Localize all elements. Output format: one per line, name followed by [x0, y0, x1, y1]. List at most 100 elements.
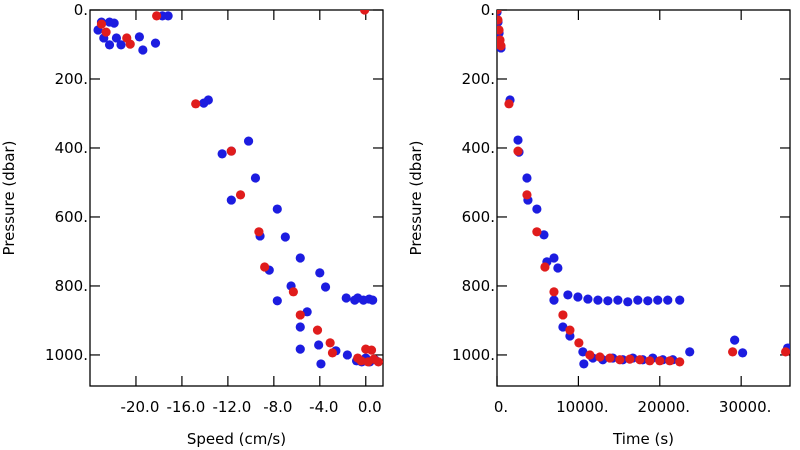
point	[217, 149, 227, 159]
x-tick-label: -8.0	[263, 398, 292, 416]
point	[302, 307, 312, 317]
point	[540, 262, 550, 272]
point	[312, 325, 323, 335]
y-axis-label: Pressure (dbar)	[0, 141, 18, 256]
x-tick-label: -12.0	[212, 398, 251, 416]
point	[250, 173, 261, 183]
point	[603, 296, 613, 306]
point	[675, 357, 685, 367]
y-tick-label: 1000.	[45, 346, 88, 364]
y-tick-label: 600.	[462, 208, 495, 226]
plot-frame	[89, 9, 384, 387]
point	[272, 296, 282, 306]
point	[585, 350, 595, 360]
point	[366, 345, 377, 355]
panel: -20.0 -16.0 -12.0 -8.0 -4.0 0.0 0. 200. 400. 600.…	[0, 1, 384, 448]
point	[327, 348, 338, 358]
point	[539, 230, 549, 240]
x-tick-label: 30000.	[719, 398, 772, 416]
point	[563, 290, 573, 300]
point	[260, 262, 270, 272]
x-tick-label: 0.	[494, 398, 508, 416]
point	[655, 356, 665, 366]
y-tick-label: 0.	[74, 1, 88, 19]
point	[558, 310, 568, 320]
point	[116, 40, 126, 50]
point	[532, 227, 542, 237]
point	[532, 204, 542, 214]
x-tick-label: 0.0	[358, 398, 382, 416]
point	[497, 41, 506, 51]
point	[360, 10, 370, 15]
point	[342, 350, 352, 360]
point	[685, 347, 695, 357]
point	[104, 40, 115, 50]
y-tick-label: 200.	[55, 70, 88, 88]
point	[728, 347, 738, 357]
point	[203, 95, 213, 105]
x-tick-label: -20.0	[121, 398, 160, 416]
point	[549, 295, 559, 305]
y-tick-label: 400.	[55, 139, 88, 157]
point	[645, 356, 655, 366]
point	[315, 268, 325, 278]
point	[558, 322, 568, 332]
point	[125, 39, 135, 49]
y-tick-label: 800.	[55, 277, 88, 295]
point	[578, 347, 588, 357]
x-axis-label: Speed (cm/s)	[187, 430, 286, 448]
point	[595, 352, 605, 362]
point	[513, 135, 523, 145]
point	[497, 25, 504, 35]
point	[549, 253, 559, 263]
point	[295, 310, 305, 320]
point	[272, 204, 282, 214]
point	[356, 356, 366, 366]
point	[675, 295, 685, 305]
point	[320, 282, 331, 292]
panel: 0. 10000. 20000. 30000. 0. 200. 400. 600. 800. 10…	[407, 1, 791, 448]
point	[497, 10, 502, 15]
point	[134, 32, 145, 42]
y-tick-label: 1000.	[452, 346, 495, 364]
x-tick-label: -16.0	[167, 398, 206, 416]
point	[111, 33, 122, 43]
point	[109, 18, 119, 28]
y-tick-label: 400.	[462, 139, 495, 157]
point	[96, 19, 107, 29]
point	[373, 357, 383, 367]
point	[314, 340, 324, 350]
point	[738, 348, 748, 358]
point	[138, 45, 148, 55]
point	[665, 356, 675, 366]
point	[254, 227, 264, 237]
plot-frame	[496, 9, 791, 387]
point	[295, 253, 305, 263]
point	[235, 190, 246, 200]
point	[504, 99, 514, 109]
point	[553, 263, 563, 273]
y-tick-label: 800.	[462, 277, 495, 295]
point	[368, 295, 378, 305]
point	[295, 344, 305, 354]
point	[522, 190, 532, 200]
point	[781, 347, 790, 357]
x-tick-label: 10000.	[556, 398, 609, 416]
x-tick-label: -4.0	[309, 398, 338, 416]
point	[663, 295, 673, 305]
y-tick-label: 200.	[462, 70, 495, 88]
y-tick-label: 600.	[55, 208, 88, 226]
point	[593, 295, 603, 305]
point	[565, 325, 575, 335]
point	[574, 338, 584, 348]
point	[497, 15, 503, 25]
point	[513, 146, 523, 156]
point	[643, 296, 653, 306]
point	[549, 287, 559, 297]
point	[613, 295, 623, 305]
point	[583, 294, 593, 304]
point	[625, 354, 635, 364]
point	[522, 173, 532, 183]
point	[633, 295, 643, 305]
